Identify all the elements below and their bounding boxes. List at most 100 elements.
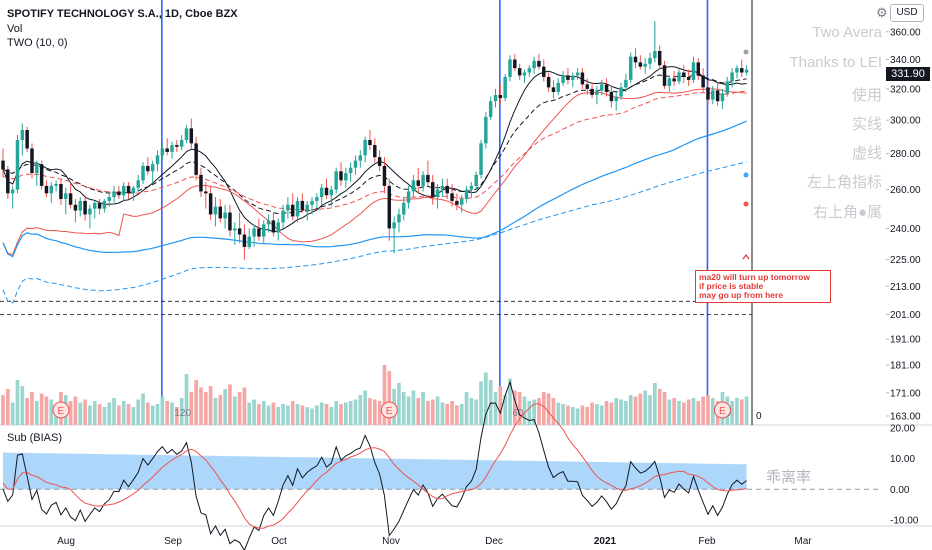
candle-body xyxy=(715,90,720,102)
candle-body xyxy=(39,164,44,186)
candle-body xyxy=(6,169,10,194)
volume-bar xyxy=(479,381,483,425)
volume-bar xyxy=(372,399,377,425)
candle-body xyxy=(184,128,189,140)
volume-marker-label: 60 xyxy=(512,408,524,419)
candle-body xyxy=(633,56,638,63)
volume-last-value: 0 xyxy=(756,411,762,422)
candle-body xyxy=(334,171,338,190)
volume-bar xyxy=(208,386,213,425)
volume-bar xyxy=(445,404,450,425)
candle-body xyxy=(64,193,68,200)
candle-body xyxy=(97,202,102,209)
candle-body xyxy=(672,78,676,82)
volume-bar xyxy=(706,395,710,425)
candle-body xyxy=(233,228,237,231)
volume-bar xyxy=(363,390,367,425)
candle-body xyxy=(353,160,358,168)
volume-bar xyxy=(242,387,247,425)
volume-bar xyxy=(599,405,604,425)
candle-body xyxy=(1,160,5,170)
candle-body xyxy=(479,143,483,175)
annotation-box[interactable]: ma20 will turn up tomorrow if price is s… xyxy=(695,270,831,303)
earnings-marker-label: E xyxy=(386,406,393,417)
price-tick-label: 213.00 xyxy=(890,282,921,293)
candle-body xyxy=(556,82,561,92)
volume-bar xyxy=(203,392,208,425)
bias-signal-line xyxy=(2,403,747,529)
price-tick-label: 340.00 xyxy=(890,55,921,66)
candle-body xyxy=(83,200,87,215)
volume-bar xyxy=(401,392,406,425)
price-tick-label: 320.00 xyxy=(890,84,921,95)
volume-bar xyxy=(97,404,102,425)
candle-body xyxy=(68,193,73,205)
volume-bar xyxy=(34,401,39,425)
volume-bar xyxy=(508,378,512,425)
two-indicator-label[interactable]: TWO (10, 0) xyxy=(7,37,68,49)
volume-bar xyxy=(286,405,290,425)
ma20-line xyxy=(2,88,747,256)
candle-body xyxy=(590,88,594,96)
candle-body xyxy=(551,87,556,92)
volume-bar xyxy=(237,392,242,425)
volume-bar xyxy=(136,399,141,425)
time-tick-label: 2021 xyxy=(594,536,617,547)
candle-body xyxy=(315,197,319,201)
volume-bar xyxy=(382,365,387,425)
candle-body xyxy=(546,76,551,88)
volume-bar xyxy=(44,396,49,425)
volume-bar xyxy=(406,396,411,425)
bias-indicator-label[interactable]: Sub (BIAS) xyxy=(7,432,63,444)
volume-bar xyxy=(590,402,594,425)
volume-bar xyxy=(271,402,276,425)
candle-body xyxy=(223,212,227,219)
volume-bar xyxy=(348,401,353,425)
volume-bar xyxy=(141,393,145,425)
volume-bar xyxy=(455,405,459,425)
volume-bar xyxy=(189,392,194,425)
candle-body xyxy=(141,165,145,181)
volume-bar xyxy=(107,402,112,425)
currency-button[interactable]: USD xyxy=(890,4,924,22)
candle-body xyxy=(387,185,392,229)
volume-bar xyxy=(252,399,256,425)
ma-dashed-red xyxy=(2,90,747,211)
candle-body xyxy=(373,145,377,158)
volume-bar xyxy=(532,399,536,425)
volume-bar xyxy=(160,396,165,425)
candle-body xyxy=(537,60,541,67)
candle-body xyxy=(73,204,78,211)
candle-body xyxy=(218,206,223,219)
candle-body xyxy=(30,148,34,174)
volume-bar xyxy=(126,404,131,425)
volume-bar xyxy=(174,407,179,425)
volume-bar xyxy=(281,404,285,425)
volume-bar xyxy=(459,404,464,425)
volume-bar xyxy=(672,398,676,425)
candle-body xyxy=(88,208,92,215)
price-tick-label: 240.00 xyxy=(890,224,921,235)
volume-bar xyxy=(657,389,662,425)
volume-bar xyxy=(121,401,126,425)
candle-body xyxy=(735,68,739,73)
settings-icon[interactable]: ⚙ xyxy=(876,5,888,20)
volume-bar xyxy=(232,396,237,425)
volume-bar xyxy=(377,401,382,425)
price-tick-label: 171.00 xyxy=(890,388,921,399)
candle-body xyxy=(445,185,449,194)
candle-body xyxy=(513,59,517,69)
legend-dot-2 xyxy=(743,172,749,178)
candle-body xyxy=(411,180,416,192)
candle-body xyxy=(271,220,276,233)
volume-bar xyxy=(430,399,435,425)
volume-bar xyxy=(426,401,430,425)
volume-bar xyxy=(493,392,498,425)
candle-body xyxy=(561,75,565,83)
candle-body xyxy=(614,96,618,102)
candle-body xyxy=(247,236,251,247)
volume-indicator-label[interactable]: Vol xyxy=(7,23,23,35)
volume-bar xyxy=(464,392,469,425)
volume-bar xyxy=(633,396,638,425)
